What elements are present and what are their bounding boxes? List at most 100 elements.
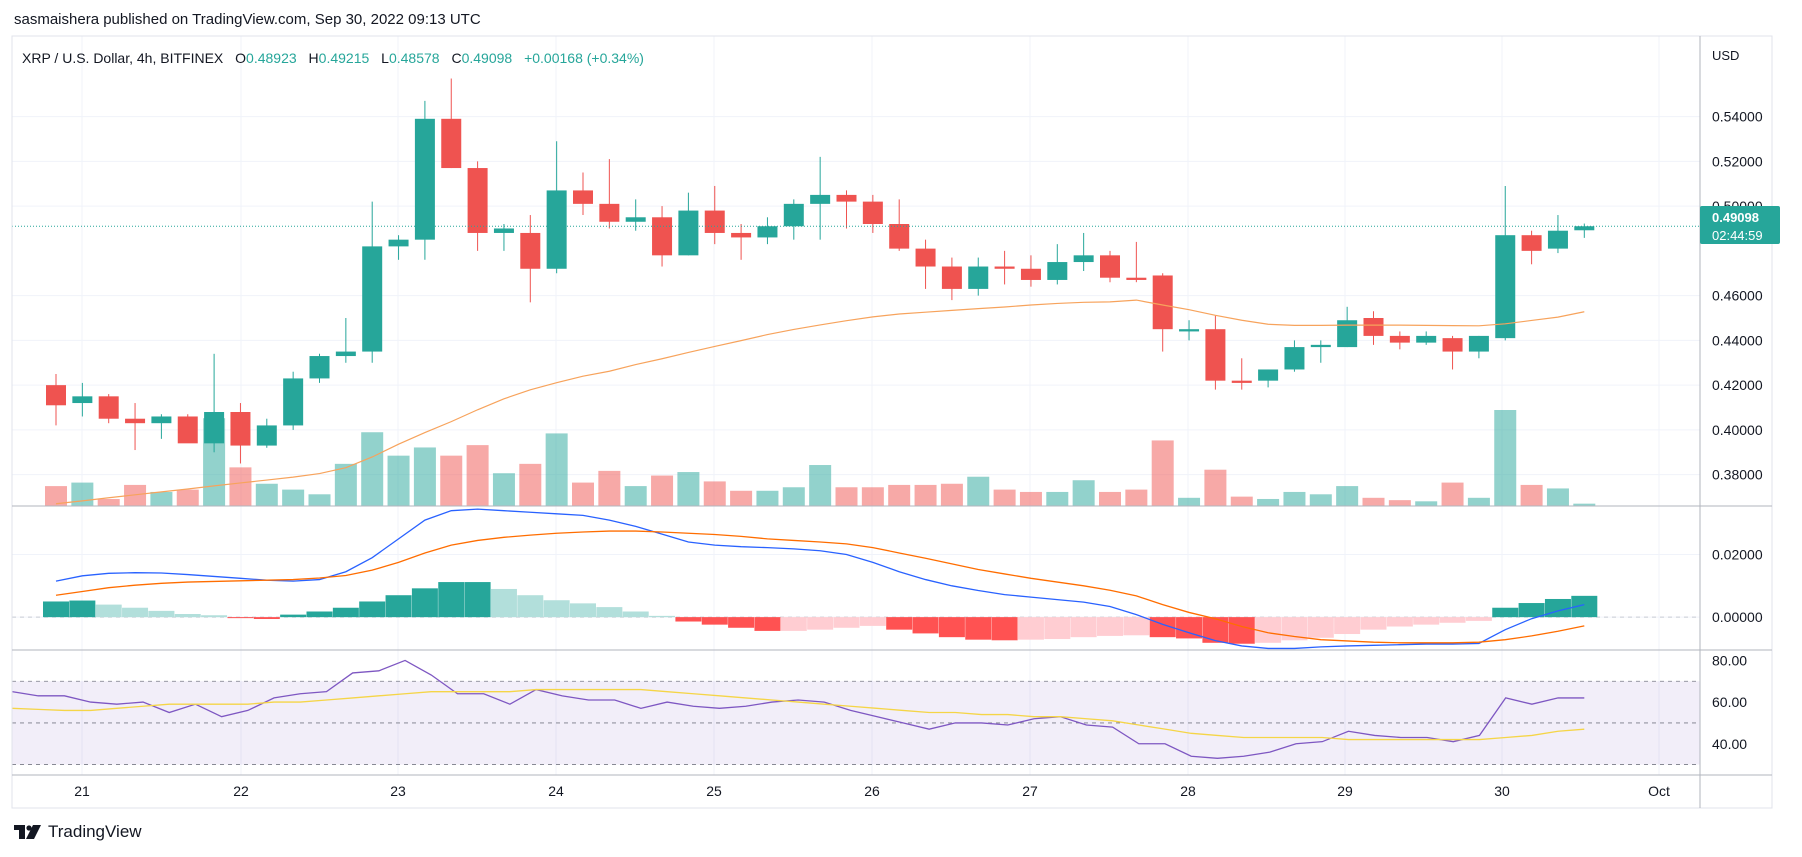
volume-bars (45, 410, 1596, 506)
volume-bar (124, 484, 147, 506)
candle-body (994, 266, 1015, 269)
candle-body (1337, 320, 1358, 348)
volume-bar (1019, 491, 1042, 506)
macd-histogram-bar (201, 615, 228, 618)
volume-bar (782, 487, 805, 506)
volume-bar (730, 490, 753, 506)
time-tick-label: 26 (864, 783, 880, 799)
time-tick-label: 29 (1337, 783, 1353, 799)
candle-body (1258, 369, 1279, 381)
candle-body (283, 378, 304, 426)
time-tick-label: 27 (1022, 783, 1038, 799)
macd-histogram-bar (1571, 595, 1598, 618)
macd-histogram-bar (1070, 617, 1097, 638)
volume-bar (466, 445, 489, 506)
macd-histogram-bar (1334, 617, 1361, 635)
candle-body (625, 217, 646, 222)
footer-brand: TradingView (48, 822, 142, 841)
macd-histogram-bar (807, 617, 834, 630)
candle-body (783, 203, 804, 227)
price-tick-label: 0.54000 (1712, 109, 1763, 125)
candle-body (573, 190, 593, 204)
volume-bar (1309, 494, 1332, 506)
volume-bar (545, 433, 568, 506)
time-tick-label: 24 (548, 783, 564, 799)
candle-body (98, 396, 119, 419)
volume-bar (1257, 498, 1280, 506)
macd-histogram-bar (991, 617, 1018, 641)
volume-bar (835, 487, 858, 506)
macd-line (55, 508, 1585, 650)
candle-body (72, 396, 93, 404)
candle-body (1284, 347, 1305, 370)
candle-body (652, 217, 673, 256)
volume-bar (1546, 488, 1569, 506)
macd-histogram-bar (701, 617, 728, 625)
volume-bar (1178, 497, 1201, 506)
macd-histogram-bar (649, 615, 676, 618)
macd-histogram-bar (69, 600, 96, 618)
volume-bar (519, 463, 542, 506)
macd-histogram-bar (95, 604, 122, 618)
volume-bar (703, 481, 726, 506)
candle-body (177, 416, 198, 444)
macd-histogram-bar (833, 617, 860, 628)
candle-body (335, 351, 356, 357)
macd-histogram-bar (965, 617, 992, 640)
macd-histogram-bar (253, 617, 280, 620)
volume-bar (1336, 486, 1359, 506)
legend-o-label: O (235, 50, 246, 66)
legend-l-value: 0.48578 (389, 50, 440, 66)
candle-body (1152, 275, 1173, 330)
svg-text:XRP / U.S. Dollar, 4h, BITFINE: XRP / U.S. Dollar, 4h, BITFINEX O0.48923… (22, 50, 644, 66)
candle-body (1047, 262, 1068, 280)
macd-histogram-bar (596, 607, 623, 618)
macd-histogram-bar (1413, 617, 1440, 625)
candle-body (441, 118, 462, 169)
volume-bar (413, 447, 436, 506)
candle-body (968, 266, 989, 289)
time-tick-label: 23 (390, 783, 406, 799)
candle-body (256, 425, 277, 446)
outer-frame (11, 35, 1773, 809)
candle-body (836, 194, 857, 202)
macd-histogram-bar (385, 595, 412, 618)
candle-body (362, 246, 383, 352)
macd-histogram-bar (859, 617, 886, 626)
candle-body (520, 232, 541, 269)
macd-histogram-bar (332, 607, 359, 618)
volume-bar (1099, 491, 1121, 506)
candle-body (678, 210, 699, 256)
candle-body (810, 194, 831, 204)
macd-histogram-bar (938, 617, 965, 638)
candle-body (1416, 335, 1437, 343)
macd-histogram-bar (1386, 617, 1413, 627)
candle-body (1442, 338, 1463, 352)
volume-bar (282, 489, 305, 506)
macd-tick-label: 0.02000 (1712, 547, 1763, 563)
candle-body (493, 228, 514, 233)
candle-body (757, 226, 778, 238)
volume-bar (1283, 491, 1306, 506)
candle-body (46, 385, 66, 406)
publisher-header: sasmaishera published on TradingView.com… (14, 11, 481, 28)
volume-bar (1573, 503, 1596, 506)
volume-bar (861, 487, 884, 506)
volume-bar (993, 489, 1016, 506)
legend-symbol: XRP / U.S. Dollar, 4h, BITFINEX (22, 50, 224, 66)
macd-signal-line (55, 530, 1585, 644)
volume-bar (1046, 491, 1069, 506)
macd-histogram-bar (464, 582, 491, 618)
moving-average-line (55, 299, 1585, 505)
candle-body (599, 203, 620, 222)
volume-bar (334, 463, 357, 506)
volume-bar (150, 491, 173, 506)
macd-histogram-bar (622, 611, 649, 618)
rsi-tick-label: 60.00 (1712, 694, 1747, 710)
volume-bar (1415, 501, 1438, 506)
candle-body (151, 416, 172, 424)
volume-bar (229, 467, 252, 506)
macd-tick-label: 0.00000 (1712, 609, 1763, 625)
volume-bar (1388, 500, 1411, 506)
